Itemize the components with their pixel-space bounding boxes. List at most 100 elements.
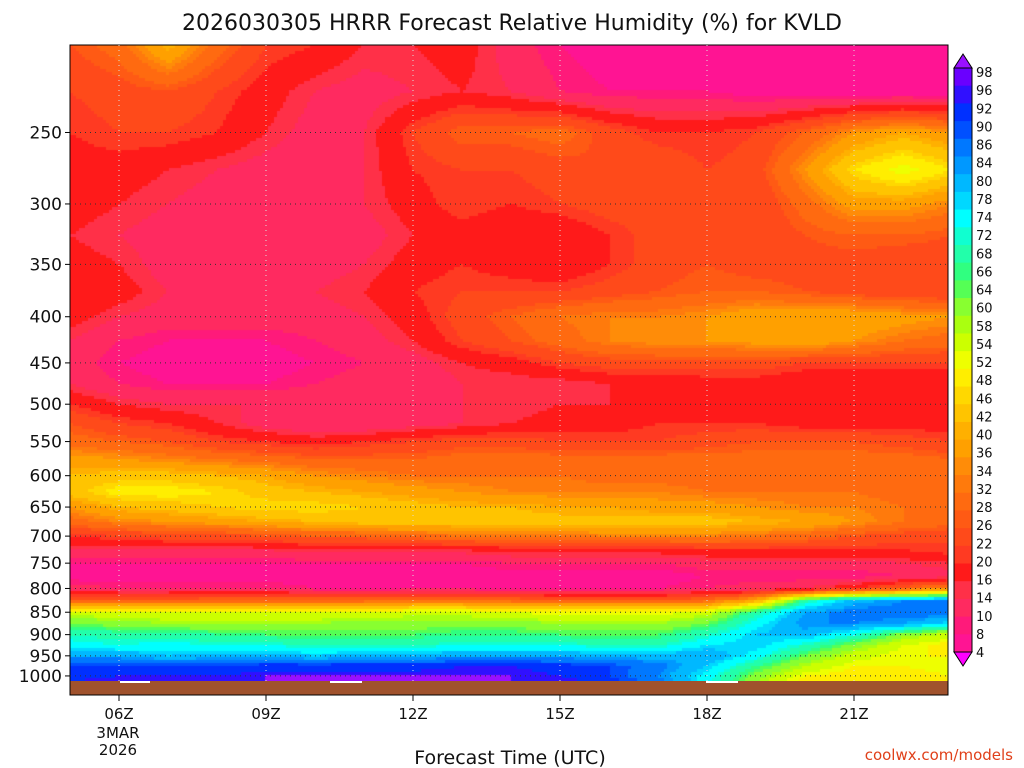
colorbar-label: 68	[976, 247, 993, 262]
colorbar-band	[954, 121, 972, 140]
colorbar-band	[954, 616, 972, 635]
y-tick-label: 700	[30, 527, 62, 547]
colorbar-label: 22	[976, 537, 993, 552]
x-axis-label: Forecast Time (UTC)	[414, 747, 605, 768]
colorbar-band	[954, 333, 972, 352]
colorbar-band	[954, 386, 972, 405]
colorbar-label: 54	[976, 338, 993, 353]
colorbar-label: 40	[976, 429, 993, 444]
grid-lines	[70, 45, 948, 681]
colorbar-min-arrow	[953, 651, 973, 667]
date-label-year: 2026	[99, 741, 137, 759]
colorbar-band	[954, 457, 972, 476]
date-label-day: 3MAR	[96, 724, 139, 742]
colorbar-label: 78	[976, 193, 993, 208]
colorbar-label: 60	[976, 302, 993, 317]
colorbar-label: 84	[976, 157, 993, 172]
x-tick-label: 06Z	[104, 705, 133, 723]
colorbar-label: 32	[976, 483, 993, 498]
colorbar-band	[954, 298, 972, 317]
colorbar-band	[954, 209, 972, 228]
y-tick-label: 450	[30, 354, 62, 374]
x-tick-label: 15Z	[545, 705, 574, 723]
colorbar-band	[954, 227, 972, 246]
colorbar-label: 66	[976, 265, 993, 280]
colorbar-label: 14	[976, 592, 993, 607]
colorbar-label: 42	[976, 410, 993, 425]
colorbar-band	[954, 368, 972, 388]
colorbar-band	[954, 563, 972, 582]
colorbar-band	[954, 262, 972, 281]
colorbar-band	[954, 103, 972, 122]
colorbar-label: 28	[976, 501, 993, 516]
colorbar-band	[954, 404, 972, 423]
rh-field	[70, 45, 948, 681]
y-tick-label: 350	[30, 255, 62, 275]
colorbar-label: 92	[976, 102, 993, 117]
colorbar-label: 96	[976, 84, 993, 99]
credit-text: coolwx.com/models	[865, 746, 1013, 764]
y-tick-label: 650	[30, 498, 62, 518]
x-axis: 06Z 09Z 12Z 15Z 18Z 21Z	[104, 695, 869, 723]
colorbar-band	[954, 634, 972, 653]
colorbar-label: 34	[976, 465, 993, 480]
x-tick-label: 21Z	[839, 705, 868, 723]
y-tick-label: 900	[30, 626, 62, 646]
colorbar-band	[954, 421, 972, 441]
y-tick-label: 250	[30, 123, 62, 143]
colorbar-band	[954, 244, 972, 264]
y-tick-label: 300	[30, 195, 62, 215]
plot-area	[69, 44, 949, 696]
colorbar-label: 4	[976, 646, 984, 661]
ground-surface	[70, 681, 948, 695]
colorbar-band	[954, 138, 972, 157]
colorbar-label: 8	[976, 628, 984, 643]
colorbar-band	[954, 475, 972, 494]
colorbar-band	[954, 598, 972, 618]
y-tick-label: 800	[30, 579, 62, 599]
colorbar-band	[954, 492, 972, 511]
colorbar-label: 72	[976, 229, 993, 244]
colorbar-band	[954, 68, 972, 87]
x-tick-label: 18Z	[692, 705, 721, 723]
colorbar-label: 10	[976, 610, 993, 625]
colorbar-label: 58	[976, 320, 993, 335]
colorbar-label: 80	[976, 175, 993, 190]
y-tick-label: 550	[30, 433, 62, 453]
colorbar-label: 46	[976, 392, 993, 407]
colorbar-label: 16	[976, 574, 993, 589]
colorbar-label: 26	[976, 519, 993, 534]
colorbar-band	[954, 528, 972, 547]
colorbar-label: 98	[976, 66, 993, 81]
colorbar-band	[954, 439, 972, 458]
colorbar-band	[954, 280, 972, 299]
plot-frame	[69, 44, 949, 696]
colorbar-label: 64	[976, 284, 993, 299]
colorbar-band	[954, 156, 972, 175]
colorbar-band	[954, 581, 972, 600]
colorbar-label: 52	[976, 356, 993, 371]
chart-title: 2026030305 HRRR Forecast Relative Humidi…	[182, 11, 842, 36]
y-tick-label: 1000	[19, 667, 62, 687]
colorbar-label: 48	[976, 374, 993, 389]
colorbar-band	[954, 85, 972, 104]
colorbar-label: 36	[976, 447, 993, 462]
colorbar: 9896929086848078747268666460585452484642…	[953, 53, 993, 667]
colorbar-label: 86	[976, 139, 993, 154]
y-tick-label: 600	[30, 467, 62, 487]
colorbar-max-arrow	[953, 53, 973, 69]
colorbar-band	[954, 191, 972, 211]
colorbar-label: 90	[976, 120, 993, 135]
colorbar-band	[954, 315, 972, 334]
y-tick-label: 950	[30, 647, 62, 667]
y-tick-label: 850	[30, 603, 62, 623]
colorbar-label: 74	[976, 211, 993, 226]
colorbar-band	[954, 351, 972, 370]
colorbar-band	[954, 510, 972, 529]
y-tick-label: 400	[30, 308, 62, 328]
colorbar-band	[954, 545, 972, 565]
y-axis: 250 300 350 400 450 500 550 600 650 700 750 800 850 9…	[19, 123, 70, 687]
x-tick-label: 09Z	[251, 705, 280, 723]
x-tick-label: 12Z	[398, 705, 427, 723]
